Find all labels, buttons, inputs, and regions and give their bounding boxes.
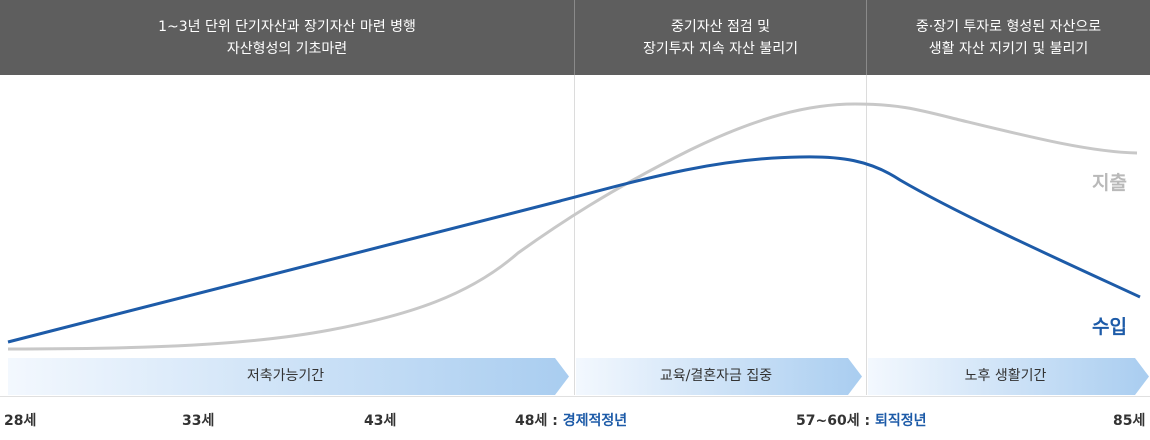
- income-legend: 수입: [1092, 316, 1127, 338]
- period-arrow-savings: [8, 358, 569, 395]
- expense-legend: 지출: [1092, 172, 1127, 194]
- tick-age: 43세: [364, 413, 397, 429]
- timeline-tick: 33세: [182, 410, 214, 430]
- phase-3-line-2: 생활 자산 지키기 및 불리기: [928, 40, 1089, 57]
- phase-header: 1~3년 단위 단기자산과 장기자산 마련 병행 자산형성의 기초마련 중기자산…: [0, 0, 1150, 75]
- tick-event-economic-retirement: 경제적정년: [562, 413, 628, 429]
- timeline-tick: 28세: [4, 410, 36, 430]
- timeline-tick: 85세: [1113, 410, 1145, 430]
- timeline-tick: 43세: [364, 410, 396, 430]
- phase-2-line-1: 중기자산 점검 및: [670, 18, 771, 35]
- tick-separator: :: [547, 413, 563, 429]
- period-arrow-education: [576, 358, 862, 395]
- tick-age: 85세: [1113, 413, 1146, 429]
- timeline-axis: [0, 396, 1150, 397]
- period-label-retirement: 노후 생활기간: [964, 368, 1047, 384]
- phase-2: 중기자산 점검 및 장기투자 지속 자산 불리기: [575, 0, 866, 75]
- tick-age: 57~60세: [796, 413, 860, 429]
- period-label-education: 교육/결혼자금 집중: [659, 368, 773, 384]
- tick-age: 48세: [515, 413, 548, 429]
- tick-separator: :: [859, 413, 875, 429]
- phase-1: 1~3년 단위 단기자산과 장기자산 마련 병행 자산형성의 기초마련: [0, 0, 574, 75]
- header-divider: [866, 0, 867, 75]
- phase-separator-line: [866, 75, 867, 395]
- tick-event-retirement: 퇴직정년: [874, 413, 927, 429]
- expense-curve: [7, 102, 1138, 351]
- phase-separator-line: [574, 75, 575, 395]
- phase-1-line-2: 자산형성의 기초마련: [226, 40, 348, 57]
- tick-age: 33세: [182, 413, 215, 429]
- header-divider: [574, 0, 575, 75]
- phase-2-line-2: 장기투자 지속 자산 불리기: [642, 40, 799, 57]
- tick-age: 28세: [4, 413, 37, 429]
- period-arrow-retirement: [868, 358, 1149, 395]
- phase-3-line-1: 중·장기 투자로 형성된 자산으로: [915, 18, 1102, 35]
- phase-1-line-1: 1~3년 단위 단기자산과 장기자산 마련 병행: [158, 18, 416, 35]
- phase-3: 중·장기 투자로 형성된 자산으로 생활 자산 지키기 및 불리기: [867, 0, 1150, 75]
- income-curve: [7, 155, 1141, 344]
- timeline-tick: 48세 : 경제적정년: [515, 410, 627, 430]
- period-label-savings: 저축가능기간: [246, 368, 325, 384]
- timeline-tick: 57~60세 : 퇴직정년: [796, 410, 926, 430]
